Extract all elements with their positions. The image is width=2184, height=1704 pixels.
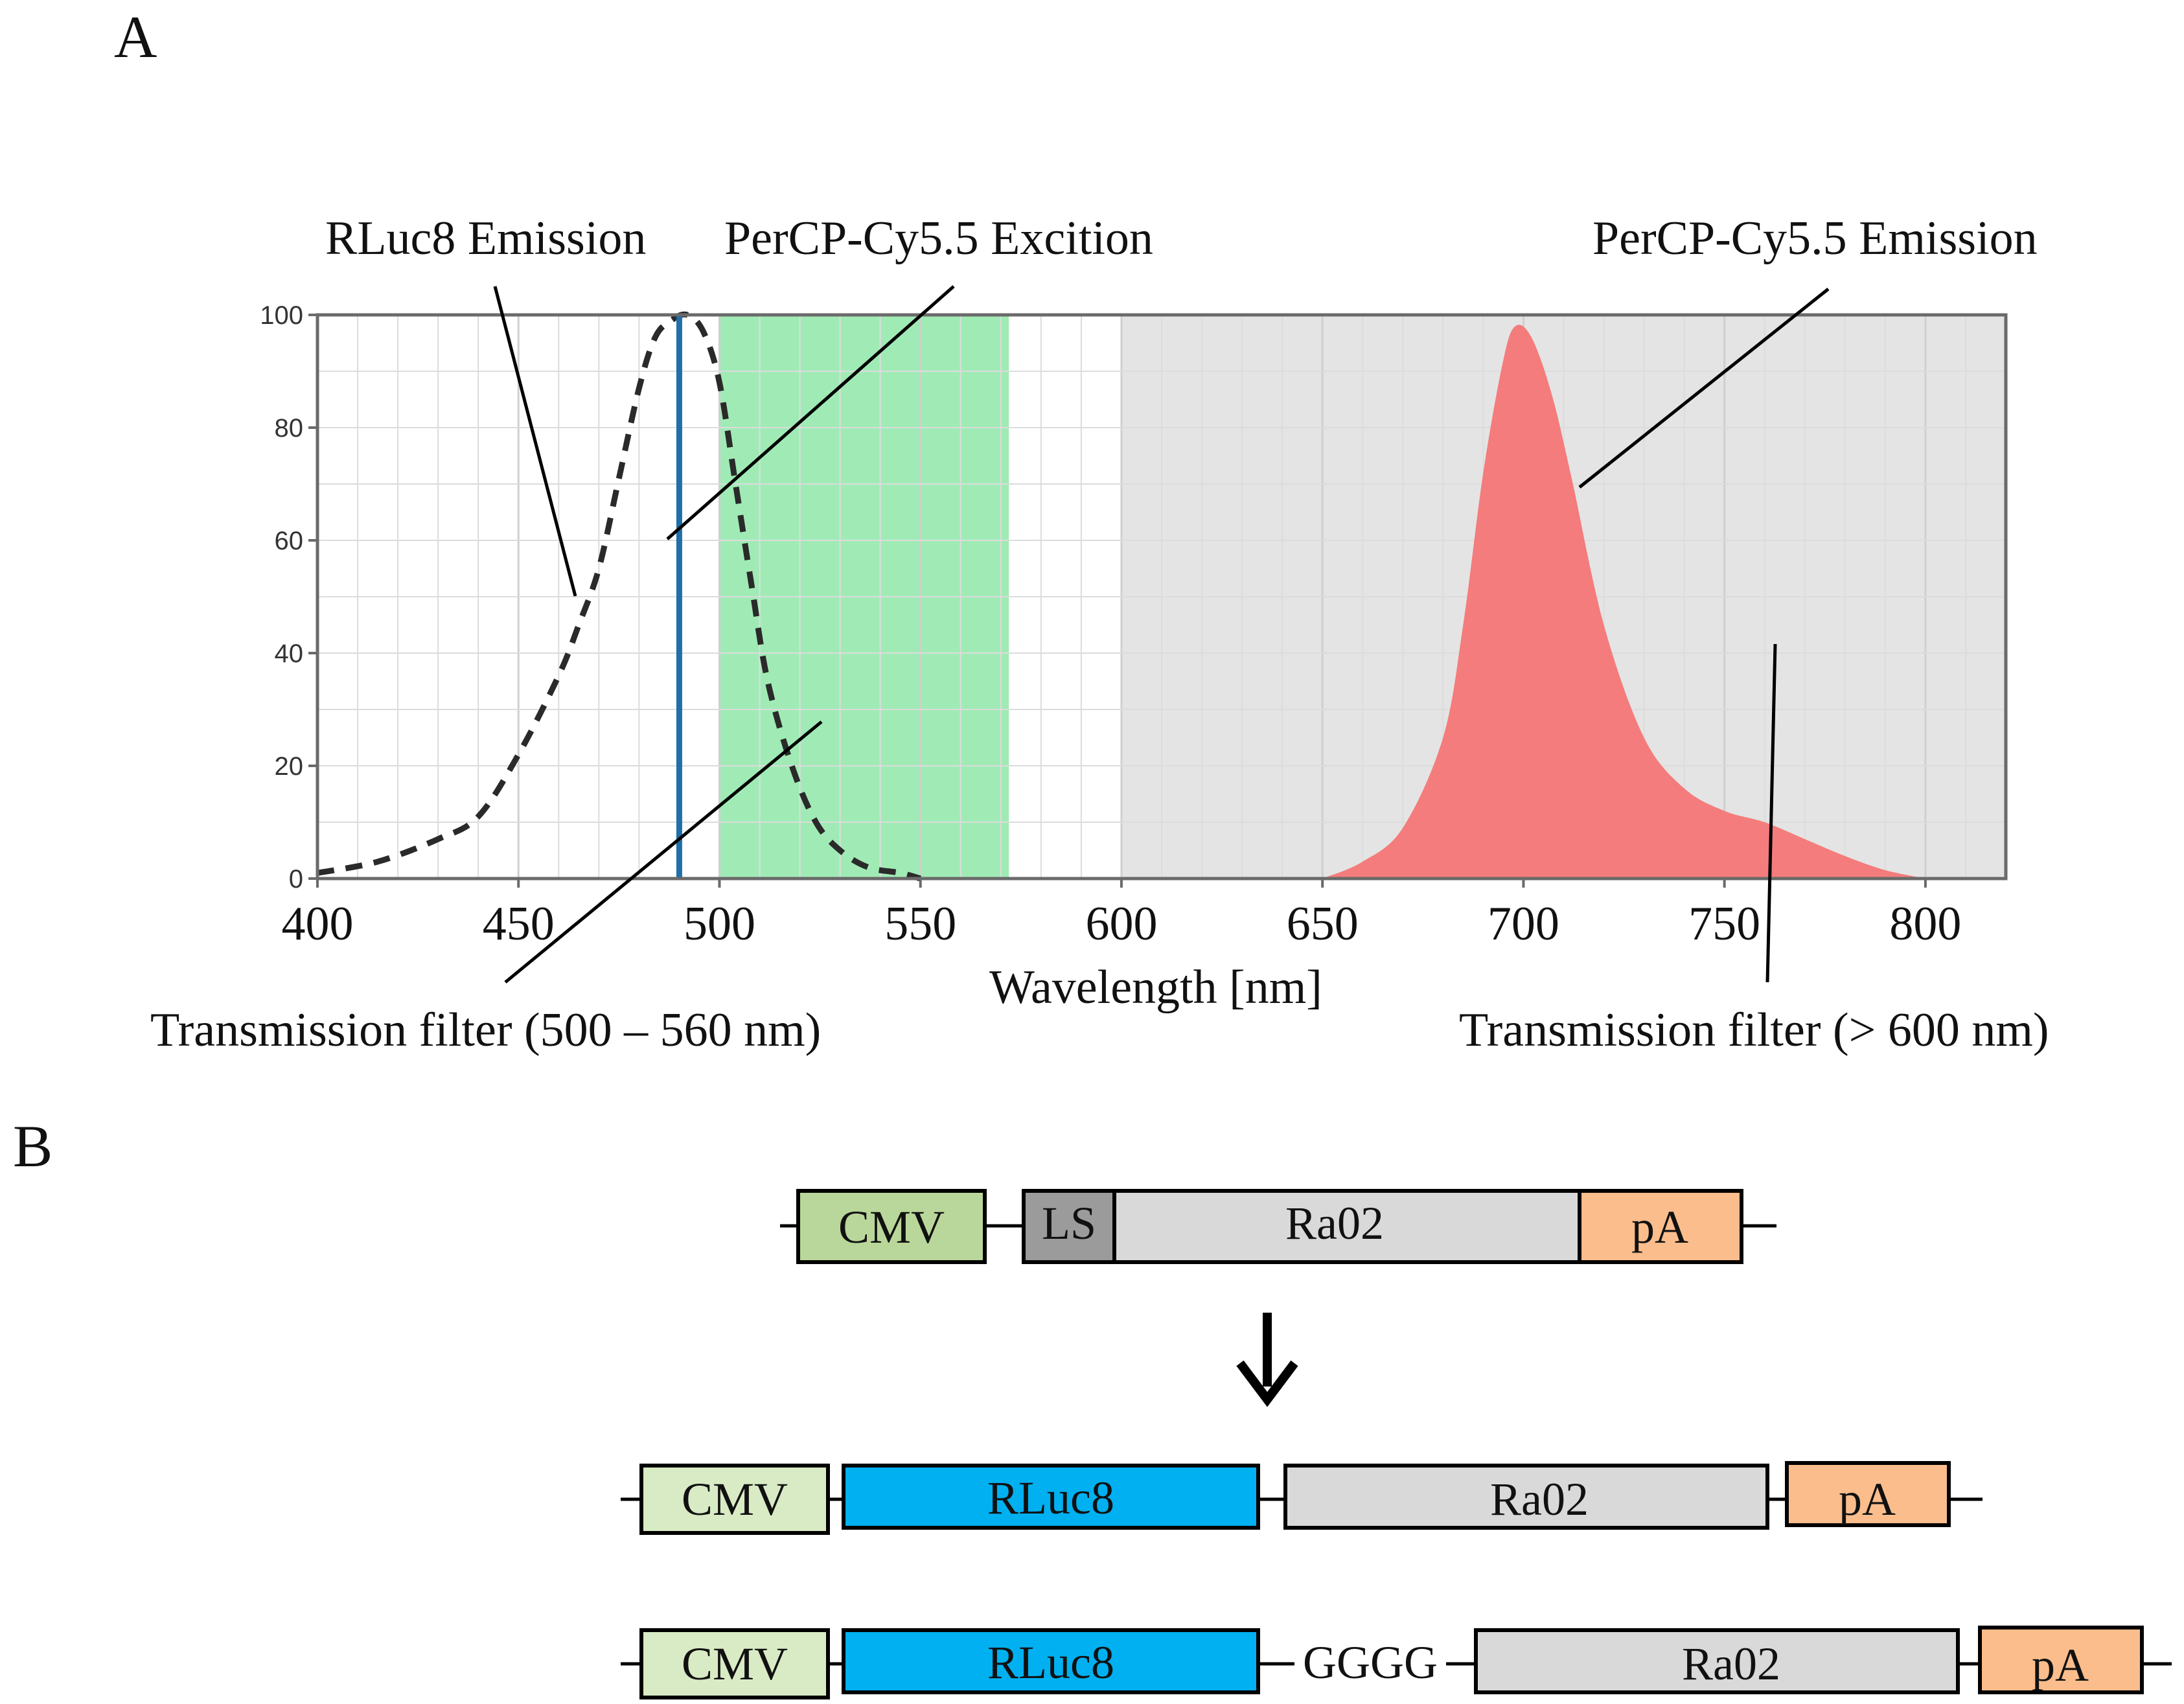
cmv-label: CMV [682, 1638, 788, 1690]
pa-block [1578, 1189, 1743, 1264]
cmv-block [796, 1189, 987, 1264]
annotation-rluc8-emission: RLuc8 Emission [325, 212, 646, 265]
down-arrow-icon [1236, 1313, 1298, 1407]
x-tick-label: 650 [1287, 897, 1359, 950]
leader-rluc8-emission [493, 286, 577, 597]
cmv-block [639, 1628, 830, 1699]
ra02-block [1112, 1189, 1581, 1264]
rluc8-label: RLuc8 [987, 1637, 1114, 1688]
pa-label: pA [1839, 1473, 1896, 1525]
pa-label: pA [1631, 1201, 1688, 1253]
annotation-percp-emission: PerCP-Cy5.5 Emission [1592, 212, 2038, 265]
ra02-block [1283, 1464, 1769, 1530]
annotation-percp-excitation: PerCP-Cy5.5 Excition [724, 212, 1153, 265]
y-tick-label: 100 [260, 301, 303, 330]
rluc8-block [842, 1628, 1260, 1694]
ra02-label: Ra02 [1285, 1197, 1384, 1249]
x-tick-label: 750 [1688, 897, 1760, 950]
spectra-chart: 0 20 40 60 80 100 400 450 500 550 600 650 700 750 800… [260, 301, 2008, 1014]
y-tick-label: 0 [289, 865, 303, 893]
y-axis-ticks: 0 20 40 60 80 100 [260, 301, 317, 893]
ls-label: LS [1042, 1197, 1096, 1249]
leader-filter-far-red [1765, 643, 1777, 983]
panel-b-label: B [13, 1113, 52, 1179]
construct-2: CMV RLuc8 Ra02 pA [621, 1461, 1983, 1535]
leader-percp-excitation [666, 285, 955, 540]
rluc8-label: RLuc8 [987, 1472, 1114, 1524]
y-tick-label: 20 [275, 752, 304, 781]
construct-3: CMV RLuc8 GGGG Ra02 pA [621, 1626, 2172, 1699]
pa-block [1785, 1461, 1951, 1527]
cmv-label: CMV [682, 1473, 788, 1525]
pa-label: pA [2032, 1639, 2089, 1691]
y-tick-label: 80 [275, 414, 304, 443]
x-tick-label: 450 [483, 897, 555, 950]
x-axis-ticks: 400 450 500 550 600 650 700 750 800 [282, 879, 1961, 950]
x-tick-label: 400 [282, 897, 354, 950]
ls-block [1022, 1189, 1116, 1264]
percp-emission-curve [1322, 325, 1925, 879]
x-tick-label: 800 [1889, 897, 1961, 950]
y-tick-label: 40 [275, 639, 304, 668]
ra02-label: Ra02 [1682, 1638, 1780, 1690]
panel-a-label: A [114, 4, 157, 70]
annotation-filter-green: Transmission filter (500 – 560 nm) [150, 1004, 821, 1057]
x-tick-label: 550 [884, 897, 956, 950]
leader-filter-green [504, 720, 823, 984]
pa-block [1978, 1626, 2144, 1694]
cmv-label: CMV [838, 1201, 945, 1253]
x-tick-label: 600 [1085, 897, 1157, 950]
x-tick-label: 500 [684, 897, 755, 950]
rluc8-block [842, 1464, 1260, 1530]
ra02-block [1474, 1628, 1960, 1694]
rluc8-emission-curve [317, 311, 921, 882]
annotation-filter-far-red: Transmission filter (> 600 nm) [1459, 1004, 2049, 1057]
leader-percp-emission [1578, 288, 1830, 489]
x-axis-label: Wavelength [nm] [989, 961, 1322, 1014]
linker-label: GGGG [1303, 1637, 1438, 1688]
plot-frame [316, 313, 2008, 881]
linker-gap [1294, 1639, 1446, 1691]
ra02-label: Ra02 [1490, 1473, 1589, 1525]
construct-1: CMV LS Ra02 pA [780, 1189, 1776, 1264]
x-tick-label: 700 [1488, 897, 1559, 950]
y-tick-label: 60 [275, 527, 304, 555]
cmv-block [639, 1464, 830, 1535]
